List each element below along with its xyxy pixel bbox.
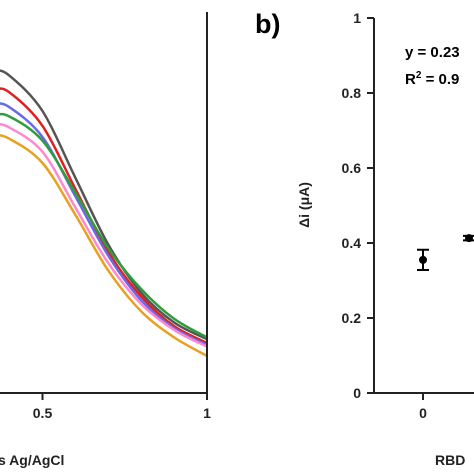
panel-a: 0.5 1 s Ag/AgCl [0,12,211,468]
panel-b-y-tick-label: 0 [353,385,361,401]
panel-b-y-tick-label: 0.4 [342,235,362,251]
r-squared-exponent: 2 [416,70,422,81]
panel-b-label: b) [255,9,280,39]
panel-a-series-line-2 [0,102,208,346]
panel-b-y-tick-label: 1 [353,10,361,26]
panel-b-y-ticks: 0 0.2 0.4 0.6 0.8 1 [342,10,374,401]
panel-a-series-line-5 [0,134,208,357]
panel-b-y-tick-label: 0.2 [342,310,362,326]
panel-b-points [417,234,474,271]
panel-b-y-axis-title: Δi (μA) [296,182,312,228]
panel-a-x-tick-label: 0.5 [33,405,53,421]
r-squared-prefix: R [405,71,416,88]
r-squared-value: = 0.9 [421,71,459,88]
equation-label: y = 0.23 [405,44,460,61]
panel-b-data-point [419,255,427,264]
panel-a-x-ticks: 0.5 1 [33,393,211,421]
panel-b-x-ticks: 0 [419,393,427,421]
panel-b-y-tick-label: 0.8 [342,85,362,101]
panel-a-x-tick-label: 1 [203,405,211,421]
panel-b-data-point [465,234,473,243]
panel-a-series-line-1 [0,87,208,345]
r-squared-label: R2 = 0.9 [405,70,459,88]
panel-a-x-axis-title: s Ag/AgCl [0,452,64,468]
panel-b-y-tick-label: 0.6 [342,160,362,176]
panel-a-series-line-0 [0,69,208,341]
panel-a-series-line-4 [0,122,208,348]
panel-b: b) 0 0.2 0.4 0.6 0.8 1 0 Δi (μA) RBD y = 0.23… [255,9,474,468]
panel-a-series-line-3 [0,112,208,339]
panel-b-x-axis-title: RBD [435,452,465,468]
panel-a-lines [0,69,208,357]
panel-b-x-tick-label: 0 [419,405,427,421]
